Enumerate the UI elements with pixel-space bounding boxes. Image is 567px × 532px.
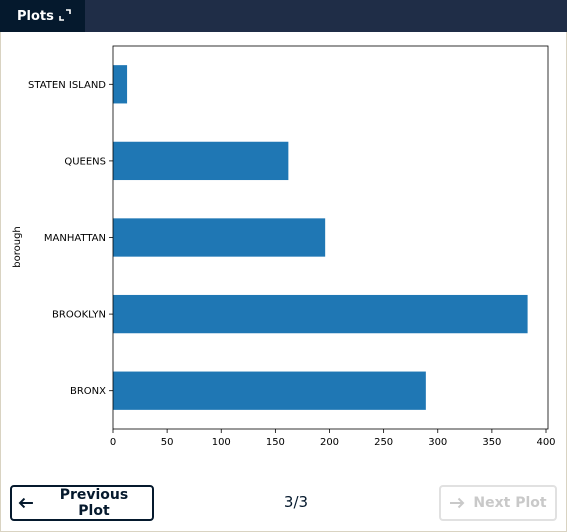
x-axis: 0 50 100 150 200 250 300 350 400	[110, 429, 556, 448]
x-tick-label: 250	[374, 437, 393, 448]
y-tick-label: BRONX	[70, 386, 106, 397]
bar-staten-island	[113, 65, 128, 104]
x-tick-label: 200	[320, 437, 339, 448]
next-plot-button[interactable]: Next Plot	[439, 485, 557, 521]
next-plot-label: Next Plot	[473, 495, 547, 511]
y-tick-label: QUEENS	[64, 156, 106, 167]
y-tick-label: BROOKLYN	[52, 310, 106, 321]
tab-plots-label: Plots	[17, 8, 54, 24]
x-tick-label: 0	[110, 437, 116, 448]
previous-plot-label: Previous Plot	[59, 487, 129, 519]
x-tick-label: 50	[161, 437, 174, 448]
page-indicator: 3/3	[283, 493, 309, 511]
expand-icon[interactable]	[59, 9, 71, 21]
bar-brooklyn	[113, 294, 528, 334]
y-tick-label: MANHATTAN	[44, 233, 106, 244]
x-tick-label: 400	[536, 437, 555, 448]
bar-queens	[113, 141, 289, 181]
arrow-right-icon	[450, 497, 465, 509]
bar-chart: BRONX BROOKLYN MANHATTAN QUEENS STATEN ISLAN…	[12, 45, 556, 448]
x-tick-label: 300	[428, 437, 447, 448]
x-tick-label: 350	[482, 437, 501, 448]
y-axis: BRONX BROOKLYN MANHATTAN QUEENS STATEN ISLAN…	[28, 80, 113, 397]
x-tick-label: 100	[212, 437, 231, 448]
x-tick-label: 150	[266, 437, 285, 448]
tab-plots[interactable]: Plots	[0, 0, 85, 32]
bar-manhattan	[113, 218, 326, 257]
previous-plot-button[interactable]: Previous Plot	[10, 485, 154, 521]
y-axis-label: borough	[12, 226, 23, 268]
bars-group	[113, 65, 528, 410]
arrow-left-icon	[18, 497, 33, 509]
bar-bronx	[113, 371, 426, 410]
y-tick-label: STATEN ISLAND	[28, 80, 106, 91]
plots-header: Plots	[0, 0, 567, 32]
